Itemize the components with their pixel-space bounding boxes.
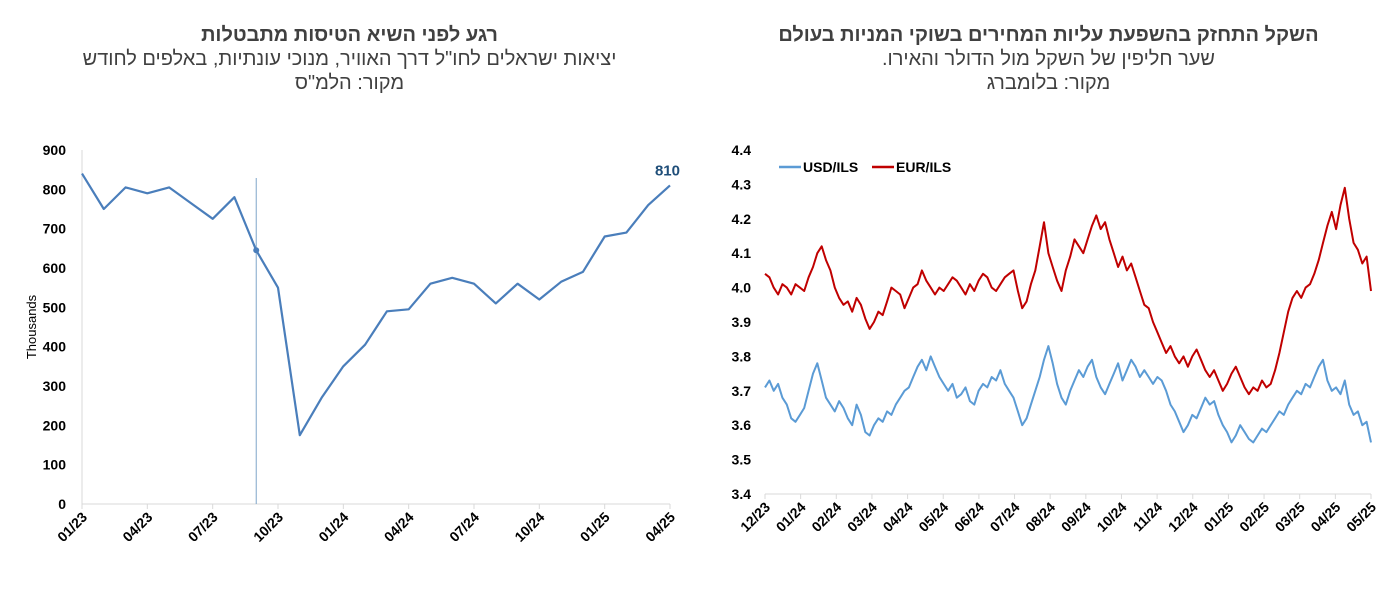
x-tick-label: 07/24 [987,499,1023,535]
left-chart-subtitle: יציאות ישראלים לחו"ל דרך האוויר, מנוכי ע… [82,48,617,70]
x-tick-label: 12/24 [1165,499,1201,535]
x-tick-label: 10/24 [511,509,547,545]
x-tick-label: 01/25 [1200,499,1236,535]
departures-line [81,173,671,437]
x-tick-label: 09/24 [1058,499,1094,535]
y-tick-label: 4.2 [732,211,752,227]
event-marker-point [253,247,260,254]
right-chart-plot: 3.43.53.63.73.83.94.04.14.24.34.412/23 01… [732,142,1380,535]
x-tick-label: 01/23 [54,509,90,545]
x-tick-label: 11/24 [1130,499,1166,535]
y-tick-label: 0 [58,496,66,512]
x-tick-label: 01/24 [315,509,351,545]
y-tick-label: 900 [43,142,67,158]
right-chart-subtitle: שער חליפין של השקל מול הדולר והאירו. [881,48,1216,70]
right-chart-panel: השקל התחזק בהשפעת עליות המחירים בשוקי המ… [699,0,1398,592]
x-tick-label: 07/23 [185,509,221,545]
y-tick-label: 200 [43,417,67,433]
x-tick-label: 05/25 [1343,499,1379,535]
x-tick-label: 04/23 [119,509,155,545]
right-chart-title: השקל התחזק בהשפעת עליות המחירים בשוקי המ… [778,24,1319,46]
y-tick-label: 800 [43,181,67,197]
y-tick-label: 3.7 [732,383,752,399]
y-tick-label: 4.0 [732,280,752,296]
x-tick-label: 03/25 [1272,499,1308,535]
legend-label-usd-ils: USD/ILS [803,159,858,175]
y-tick-label: 3.9 [732,314,752,330]
y-tick-label: 100 [43,457,67,473]
y-tick-label: 3.5 [732,452,752,468]
x-tick-label: 03/24 [844,499,880,535]
x-tick-label: 02/24 [808,499,844,535]
x-tick-label: 07/24 [446,509,482,545]
y-tick-label: 3.4 [732,486,752,502]
y-tick-label: 4.1 [732,245,752,261]
y-axis-title: Thousands [24,294,39,359]
usd-ils-line [764,345,1372,444]
left-chart-panel: רגע לפני השיא הטיסות מתבטלות יציאות ישרא… [24,24,680,545]
x-tick-label: 08/24 [1022,499,1058,535]
x-tick-label: 04/24 [381,509,417,545]
left-chart-title: רגע לפני השיא הטיסות מתבטלות [201,24,498,46]
x-tick-label: 04/24 [880,499,916,535]
y-tick-label: 4.4 [732,142,752,158]
right-chart-source: מקור: בלומברג [986,72,1111,94]
y-tick-label: 3.6 [732,417,752,433]
x-tick-label: 01/25 [577,509,613,545]
end-value-label: 810 [655,162,680,179]
x-tick-label: 06/24 [951,499,987,535]
x-tick-label: 10/23 [250,509,286,545]
y-tick-label: 3.8 [732,348,752,364]
left-chart-source: מקור: הלמ"ס [294,72,405,94]
y-tick-label: 300 [43,378,67,394]
x-tick-label: 10/24 [1093,499,1129,535]
y-tick-label: 500 [43,299,67,315]
x-tick-label: 01/24 [773,499,809,535]
legend-label-eur-ils: EUR/ILS [896,159,951,175]
x-tick-label: 04/25 [642,509,678,545]
x-tick-label: 12/23 [737,499,773,535]
y-tick-label: 600 [43,260,67,276]
x-tick-label: 02/25 [1236,499,1272,535]
left-chart-plot: 0 100 200 300 400 500 600 700 800 900 Thousands 01/… [24,142,680,545]
x-tick-label: 04/25 [1307,499,1343,535]
x-tick-label: 05/24 [915,499,951,535]
eur-ils-line [764,186,1372,396]
y-tick-label: 700 [43,221,67,237]
y-tick-label: 4.3 [732,176,752,192]
y-tick-label: 400 [43,339,67,355]
